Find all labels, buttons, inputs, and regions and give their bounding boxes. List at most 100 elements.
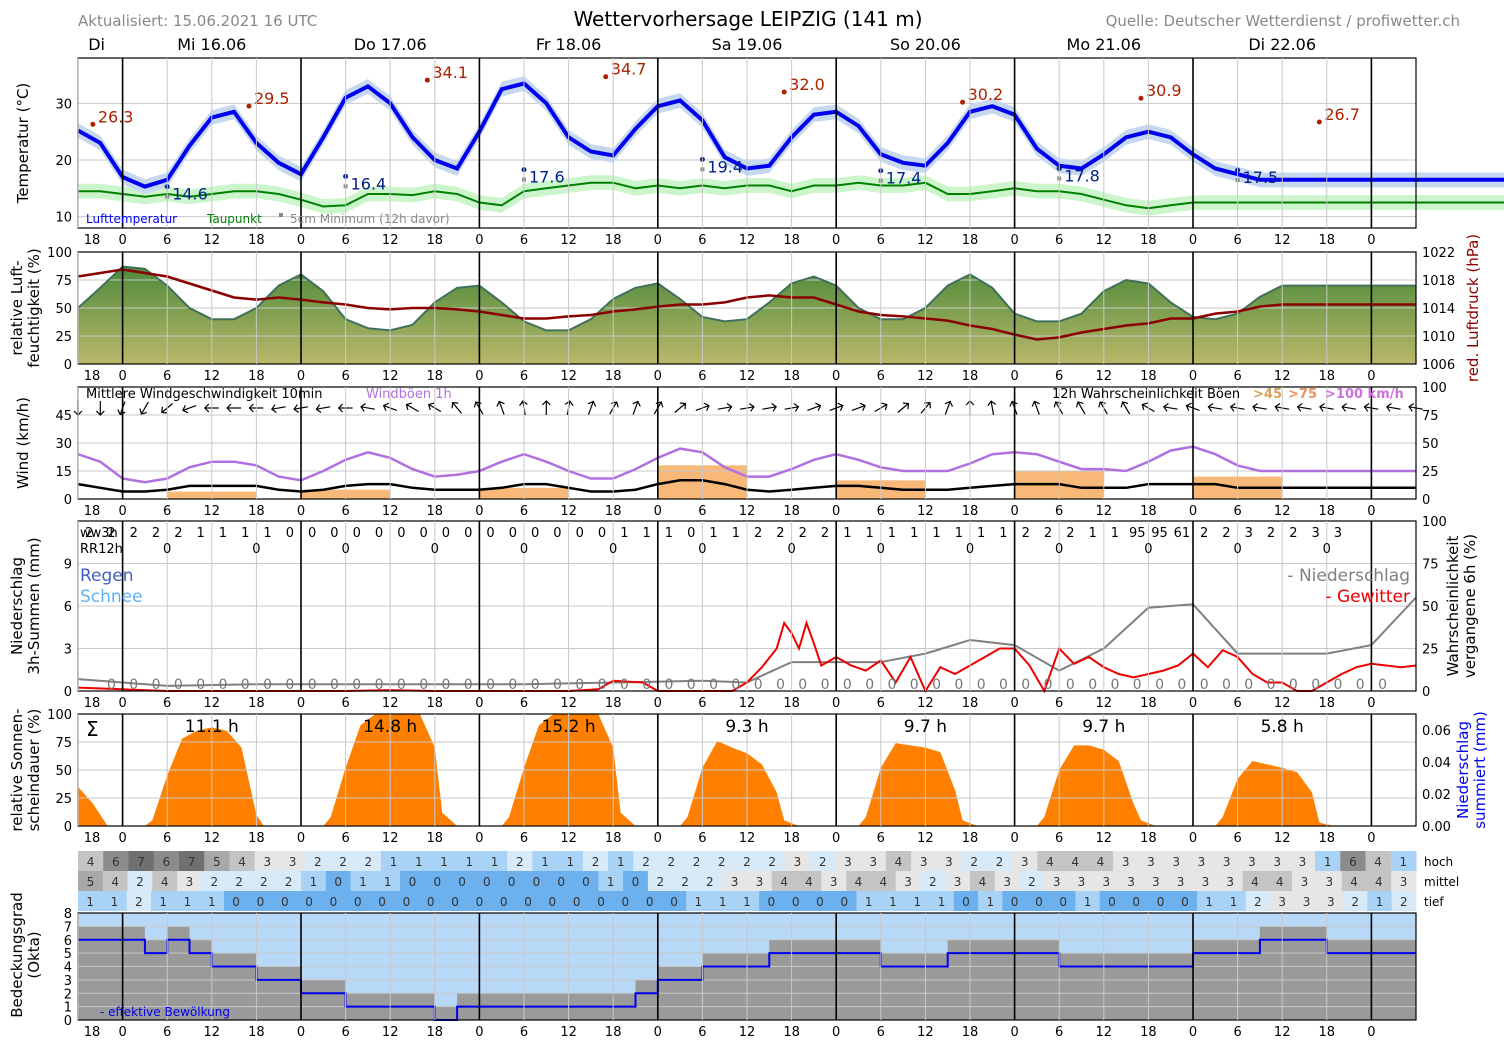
axis-label: Wahrscheinlichkeitvergangene 6h (%) (1444, 534, 1479, 678)
legend-gt75: >75 (1288, 387, 1317, 402)
wind-arrow-head (1141, 402, 1148, 411)
legend-mean-wind: Mittlere Windgeschwindigkeit 10min (86, 387, 322, 402)
cloud-cell (573, 871, 599, 891)
cloud-cell-value: 0 (670, 895, 678, 909)
hour-tick-label: 6 (1055, 233, 1063, 248)
hour-tick-label: 0 (1010, 831, 1018, 846)
max-marker (960, 99, 966, 105)
cloud-cell (1245, 891, 1271, 911)
cloud-cell-value: 0 (792, 895, 800, 909)
cloud-cell (1270, 891, 1295, 911)
wind-arrow (226, 403, 242, 413)
wind-arrow-head (139, 408, 148, 415)
hour-tick-label: 12 (739, 504, 756, 519)
precip-amount-label: 0 (241, 677, 250, 693)
cloud-cell-value: 3 (869, 855, 877, 869)
precip-amount-label: 0 (1333, 677, 1342, 693)
legend-min-marker (279, 213, 283, 217)
cloud-cell-value: 3 (1147, 855, 1155, 869)
wind-arrow-shaft (717, 406, 732, 410)
hour-tick-label: 12 (382, 369, 399, 384)
cloud-cell (1221, 891, 1247, 911)
cloud-cell (1118, 871, 1144, 891)
precip-amount-label: 0 (1177, 677, 1186, 693)
cloud-cell (350, 871, 376, 891)
hour-tick-label: 12 (739, 233, 756, 248)
y2-tick-label: 1006 (1422, 358, 1455, 373)
cloud-cell (1217, 871, 1244, 891)
y-tick-label: 8 (64, 907, 72, 922)
cloud-cell (759, 891, 784, 911)
cloud-cell-value: 2 (210, 875, 218, 889)
hour-tick-label: 0 (475, 696, 483, 711)
wind-arrow-shaft (1208, 406, 1223, 410)
cloud-cell (1069, 871, 1095, 891)
cloud-cell-value: 2 (656, 875, 664, 889)
hour-tick-label: 6 (877, 504, 885, 519)
cloud-cell (870, 871, 897, 891)
hour-tick-label: 12 (382, 233, 399, 248)
cloud-cell-value: 4 (161, 875, 169, 889)
axis-label-line: feuchtigkeit (%) (25, 248, 43, 368)
hour-tick-label: 0 (832, 831, 840, 846)
hour-tick-label: 12 (1274, 369, 1291, 384)
hour-tick-label: 6 (163, 1025, 171, 1040)
precip-amount-label: 0 (397, 677, 406, 693)
hour-tick-label: 12 (1096, 696, 1113, 711)
ww3h-value: 0 (576, 526, 584, 541)
cloud-cell-value: 1 (617, 855, 625, 869)
max-marker (781, 89, 787, 95)
cloud-cell-value: 3 (945, 855, 953, 869)
cloud-cell (1341, 871, 1367, 891)
hour-tick-label: 18 (605, 233, 622, 248)
cloud-cell-value: 2 (285, 875, 293, 889)
cloud-cell-value: 3 (1325, 875, 1333, 889)
hour-tick-label: 12 (1096, 831, 1113, 846)
axis-label: Wind (km/h) (14, 397, 32, 489)
y-tick-label: 30 (55, 437, 72, 452)
wind-arrow-head (1252, 403, 1258, 412)
hour-tick-label: 6 (698, 831, 706, 846)
hour-tick-label: 0 (475, 233, 483, 248)
max-label: 34.7 (611, 60, 647, 79)
hour-tick-label: 6 (877, 831, 885, 846)
hour-tick-label: 12 (1096, 1025, 1113, 1040)
precip-amount-label: 0 (821, 677, 830, 693)
hour-tick-label: 6 (698, 369, 706, 384)
wind-arrow-head (337, 403, 344, 413)
sigma-label: Σ (86, 717, 99, 741)
day-label: Mi 16.06 (177, 35, 246, 54)
y-tick-label: 15 (55, 465, 72, 480)
hour-tick-label: 12 (1274, 696, 1291, 711)
hour-tick-label: 0 (297, 1025, 305, 1040)
cloud-cell-value: 1 (607, 875, 615, 889)
precip-amount-label: 0 (1133, 677, 1142, 693)
cloud-row-label: hoch (1424, 855, 1453, 869)
cloud-cell (582, 851, 609, 871)
hour-tick-label: 12 (739, 831, 756, 846)
cloud-cell (540, 891, 566, 911)
wind-arrow-head (1031, 400, 1040, 407)
hour-tick-label: 0 (297, 369, 305, 384)
hour-tick-label: 6 (520, 696, 528, 711)
cloud-cell-value: 5 (87, 875, 95, 889)
y-tick-label: 0 (64, 1014, 72, 1029)
hour-tick-label: 12 (204, 696, 221, 711)
hour-tick-label: 18 (605, 831, 622, 846)
precip-amount-label: 0 (441, 677, 450, 693)
y2-tick-label: 50 (1422, 437, 1439, 452)
precip-amount-label: 0 (196, 677, 205, 693)
wind-arrow (182, 405, 197, 414)
cloud-cell (1343, 891, 1368, 911)
cloud-cell-value: 3 (1223, 855, 1231, 869)
wind-arrow (1385, 403, 1401, 412)
cloud-cell (637, 891, 663, 911)
precip-amount-label: 0 (1222, 677, 1231, 693)
wind-arrow-shaft (807, 405, 821, 411)
max-label: 32.0 (789, 75, 825, 94)
y-tick-label: 30 (55, 97, 72, 112)
wind-arrow-shaft (632, 401, 639, 415)
thunder-prob-line (77, 619, 1417, 694)
cloud-cell (1193, 871, 1219, 891)
hour-tick-label: 0 (475, 1025, 483, 1040)
